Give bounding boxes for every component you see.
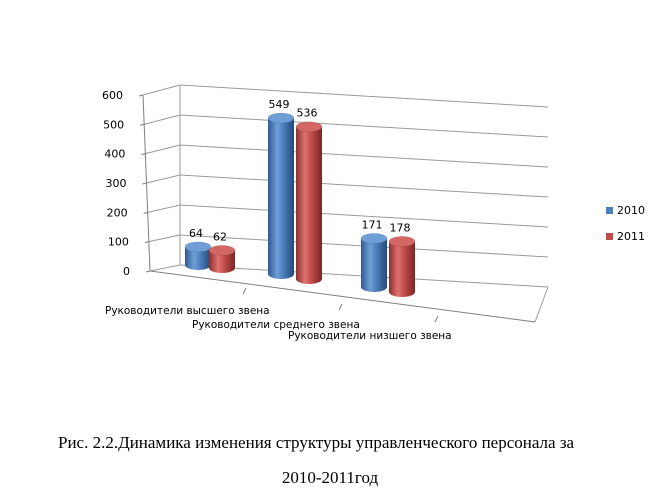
legend-label-2010: 2010 bbox=[617, 204, 645, 217]
floor-right-edge bbox=[534, 286, 549, 323]
bar-2010-2 bbox=[267, 112, 295, 279]
bar-body bbox=[185, 246, 211, 270]
x-tick-mark bbox=[242, 287, 247, 295]
y-tick-mark bbox=[138, 94, 144, 97]
bar-top bbox=[295, 121, 323, 132]
y-tick-label: 600 bbox=[102, 89, 123, 102]
bar-2010-3 bbox=[360, 233, 388, 292]
data-label: 536 bbox=[297, 107, 318, 120]
y-axis-ticks: 0 100 200 300 400 500 600 bbox=[102, 89, 151, 278]
data-label: 62 bbox=[213, 230, 227, 243]
bar-2011-2 bbox=[295, 121, 323, 284]
gridline-back bbox=[179, 204, 549, 228]
data-label: 171 bbox=[362, 218, 383, 231]
bar-2010-1 bbox=[184, 241, 212, 270]
category-labels: Руководители высшего звена Руководители с… bbox=[105, 305, 452, 342]
legend-swatch-2011 bbox=[606, 233, 613, 240]
gridline-back bbox=[179, 174, 549, 198]
bar-body bbox=[209, 250, 235, 273]
bar-body bbox=[268, 118, 294, 279]
gridlines bbox=[142, 84, 549, 288]
y-tick-mark bbox=[143, 211, 148, 214]
x-axis-line bbox=[149, 270, 536, 323]
bar-top bbox=[267, 112, 295, 124]
y-tick-label: 400 bbox=[104, 148, 125, 161]
bar-2011-1 bbox=[208, 245, 236, 273]
bar-body bbox=[389, 241, 415, 297]
y-tick-mark bbox=[140, 123, 145, 126]
y-tick-label: 100 bbox=[108, 236, 129, 249]
category-label: Руководители низшего звена bbox=[288, 330, 452, 342]
figure-caption-years: 2010-2011год bbox=[281, 468, 379, 487]
legend: 2010 2011 bbox=[606, 204, 645, 243]
axes bbox=[142, 85, 549, 323]
data-labels: 64 549 171 62 536 178 bbox=[189, 98, 411, 243]
legend-label-2011: 2011 bbox=[617, 230, 645, 243]
y-tick-mark bbox=[144, 241, 149, 244]
gridline-side bbox=[147, 204, 181, 213]
data-label: 549 bbox=[269, 98, 290, 111]
x-tick-mark bbox=[434, 315, 439, 323]
category-label: Руководители среднего звена bbox=[192, 319, 360, 331]
gridline-back bbox=[179, 114, 549, 138]
bar-top bbox=[184, 241, 212, 253]
data-label: 178 bbox=[390, 221, 411, 234]
bar-body bbox=[296, 126, 322, 284]
y-tick-label: 500 bbox=[103, 118, 124, 131]
x-tick-mark bbox=[338, 303, 343, 311]
y-tick-mark bbox=[141, 153, 146, 156]
y-tick-label: 200 bbox=[107, 206, 128, 219]
bar-top bbox=[388, 236, 416, 247]
bar-2011-3 bbox=[388, 236, 416, 297]
gridline-back bbox=[179, 84, 549, 108]
category-label: Руководители высшего звена bbox=[105, 305, 270, 317]
bar-top bbox=[208, 245, 236, 256]
bars bbox=[184, 112, 416, 297]
gridline-side bbox=[145, 144, 181, 155]
y-tick-mark bbox=[142, 182, 147, 185]
y-tick-label: 300 bbox=[106, 177, 127, 190]
figure-caption: Рис. 2.2.Динамика изменения структуры уп… bbox=[58, 433, 575, 452]
gridline-side bbox=[142, 84, 181, 96]
bar-body bbox=[361, 238, 387, 292]
y-tick-mark bbox=[145, 270, 151, 273]
gridline-side bbox=[144, 114, 181, 125]
gridline-back bbox=[179, 144, 549, 168]
gridline-side bbox=[146, 174, 181, 184]
y-tick-label: 0 bbox=[123, 265, 130, 278]
gridline-side bbox=[149, 264, 181, 272]
bar-top bbox=[360, 233, 388, 244]
legend-swatch-2010 bbox=[606, 207, 613, 214]
gridline-side bbox=[148, 234, 181, 243]
data-label: 64 bbox=[189, 227, 203, 240]
